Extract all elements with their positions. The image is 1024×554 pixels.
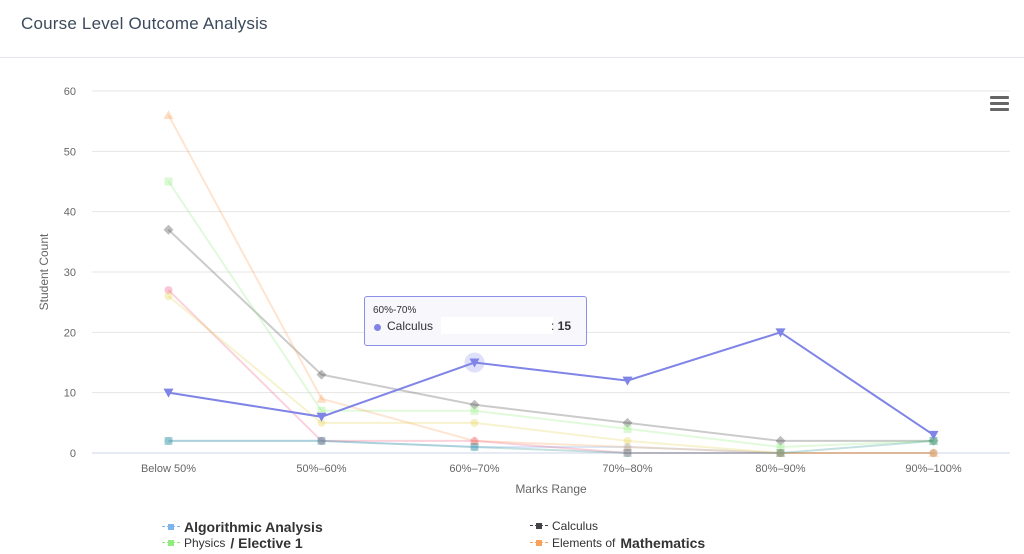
data-point	[470, 418, 479, 427]
y-tick-label: 20	[64, 327, 76, 339]
data-point	[622, 376, 633, 386]
tooltip-category: 60%-70%	[373, 305, 417, 316]
x-axis-title: Marks Range	[515, 482, 587, 496]
x-tick-label: 80%–90%	[755, 463, 805, 475]
data-point	[470, 442, 479, 451]
y-axis-title: Student Count	[37, 233, 51, 310]
data-point	[163, 224, 174, 235]
y-tick-label: 60	[64, 86, 76, 98]
tooltip-series-dot	[374, 324, 381, 331]
legend-label: Calculus	[552, 519, 599, 533]
data-point	[622, 417, 633, 428]
data-point	[317, 436, 326, 445]
data-point	[623, 442, 632, 451]
card-header: Course Level Outcome Analysis	[0, 0, 1024, 58]
y-tick-label: 30	[64, 267, 76, 279]
tooltip-series-name: Calculus	[387, 319, 434, 333]
legend-label-suffix: / Elective 1	[230, 535, 303, 551]
data-point	[469, 358, 480, 368]
data-point	[164, 177, 173, 186]
legend-label: Elements of	[552, 536, 616, 550]
series-line	[168, 331, 935, 436]
data-point	[623, 449, 632, 457]
legend-item[interactable]: Elements of Mathematics	[530, 535, 705, 551]
data-point	[929, 436, 938, 445]
data-point	[623, 449, 632, 457]
data-point	[928, 448, 939, 457]
x-tick-label: 70%–80%	[602, 463, 652, 475]
data-point	[775, 435, 786, 446]
data-point	[164, 292, 173, 301]
legend-label-suffix: Mathematics	[620, 535, 706, 551]
tooltip-redaction	[441, 317, 553, 334]
x-tick-label: Below 50%	[141, 463, 196, 475]
y-tick-label: 10	[64, 388, 76, 400]
legend-symbol-icon	[530, 521, 548, 531]
data-point	[469, 399, 480, 410]
series-line	[167, 295, 934, 454]
data-point	[163, 110, 174, 120]
data-point	[317, 418, 326, 427]
data-point	[470, 442, 479, 451]
legend-item[interactable]: Algorithmic Analysis	[162, 519, 323, 535]
x-tick-label: 90%–100%	[905, 463, 961, 475]
data-point	[776, 449, 785, 457]
data-point	[317, 406, 326, 415]
data-point	[470, 436, 479, 445]
data-point	[929, 449, 938, 457]
line-chart: 0 10 20 30 40 50 60 Below 50% 50%–60% 60%–70% 70%–…	[37, 86, 1010, 496]
data-point	[622, 441, 633, 451]
data-point	[776, 449, 785, 457]
chart-menu-icon[interactable]	[990, 96, 1009, 112]
y-tick-label: 40	[64, 207, 76, 219]
page-title: Course Level Outcome Analysis	[21, 14, 268, 33]
data-point	[316, 412, 327, 422]
tooltip-value: : 15	[551, 319, 572, 333]
series-line	[167, 114, 934, 454]
data-point	[776, 442, 785, 451]
legend-item[interactable]: Calculus	[530, 519, 598, 533]
chart-container: 0 10 20 30 40 50 60 Below 50% 50%–60% 60%–70% 70%–…	[0, 59, 1024, 554]
data-point	[776, 449, 785, 457]
data-point	[775, 328, 786, 338]
data-point	[470, 406, 479, 415]
series-line	[167, 180, 934, 448]
legend-symbol-icon	[162, 522, 180, 532]
data-point	[623, 424, 632, 433]
series-line	[167, 229, 934, 442]
data-point	[164, 286, 173, 295]
series-line	[167, 289, 934, 454]
data-point	[469, 435, 480, 445]
data-point	[929, 449, 938, 457]
data-point	[164, 436, 173, 445]
data-point	[928, 435, 939, 446]
legend-label: Algorithmic Analysis	[184, 519, 323, 535]
data-point	[317, 436, 326, 445]
series-line	[168, 439, 934, 454]
data-point	[929, 436, 938, 445]
legend-symbol-icon	[162, 538, 180, 548]
y-tick-label: 0	[70, 448, 76, 460]
series-line	[168, 439, 934, 454]
data-point	[623, 436, 632, 445]
data-point	[163, 388, 174, 398]
data-point	[776, 449, 785, 457]
data-point	[164, 436, 173, 445]
x-tick-label: 60%–70%	[449, 463, 499, 475]
data-point	[317, 436, 326, 445]
data-point	[929, 449, 938, 457]
legend-symbol-icon	[530, 538, 548, 548]
data-point	[928, 430, 939, 440]
data-point	[316, 369, 327, 380]
chart-tooltip: 60%-70% Calculus : 15	[364, 296, 587, 346]
data-point	[316, 393, 327, 403]
legend-item[interactable]: Physics / Elective 1	[162, 535, 303, 551]
x-tick-label: 50%–60%	[296, 463, 346, 475]
legend-label: Physics	[184, 536, 226, 550]
y-tick-label: 50	[64, 146, 76, 158]
data-point	[775, 448, 786, 457]
